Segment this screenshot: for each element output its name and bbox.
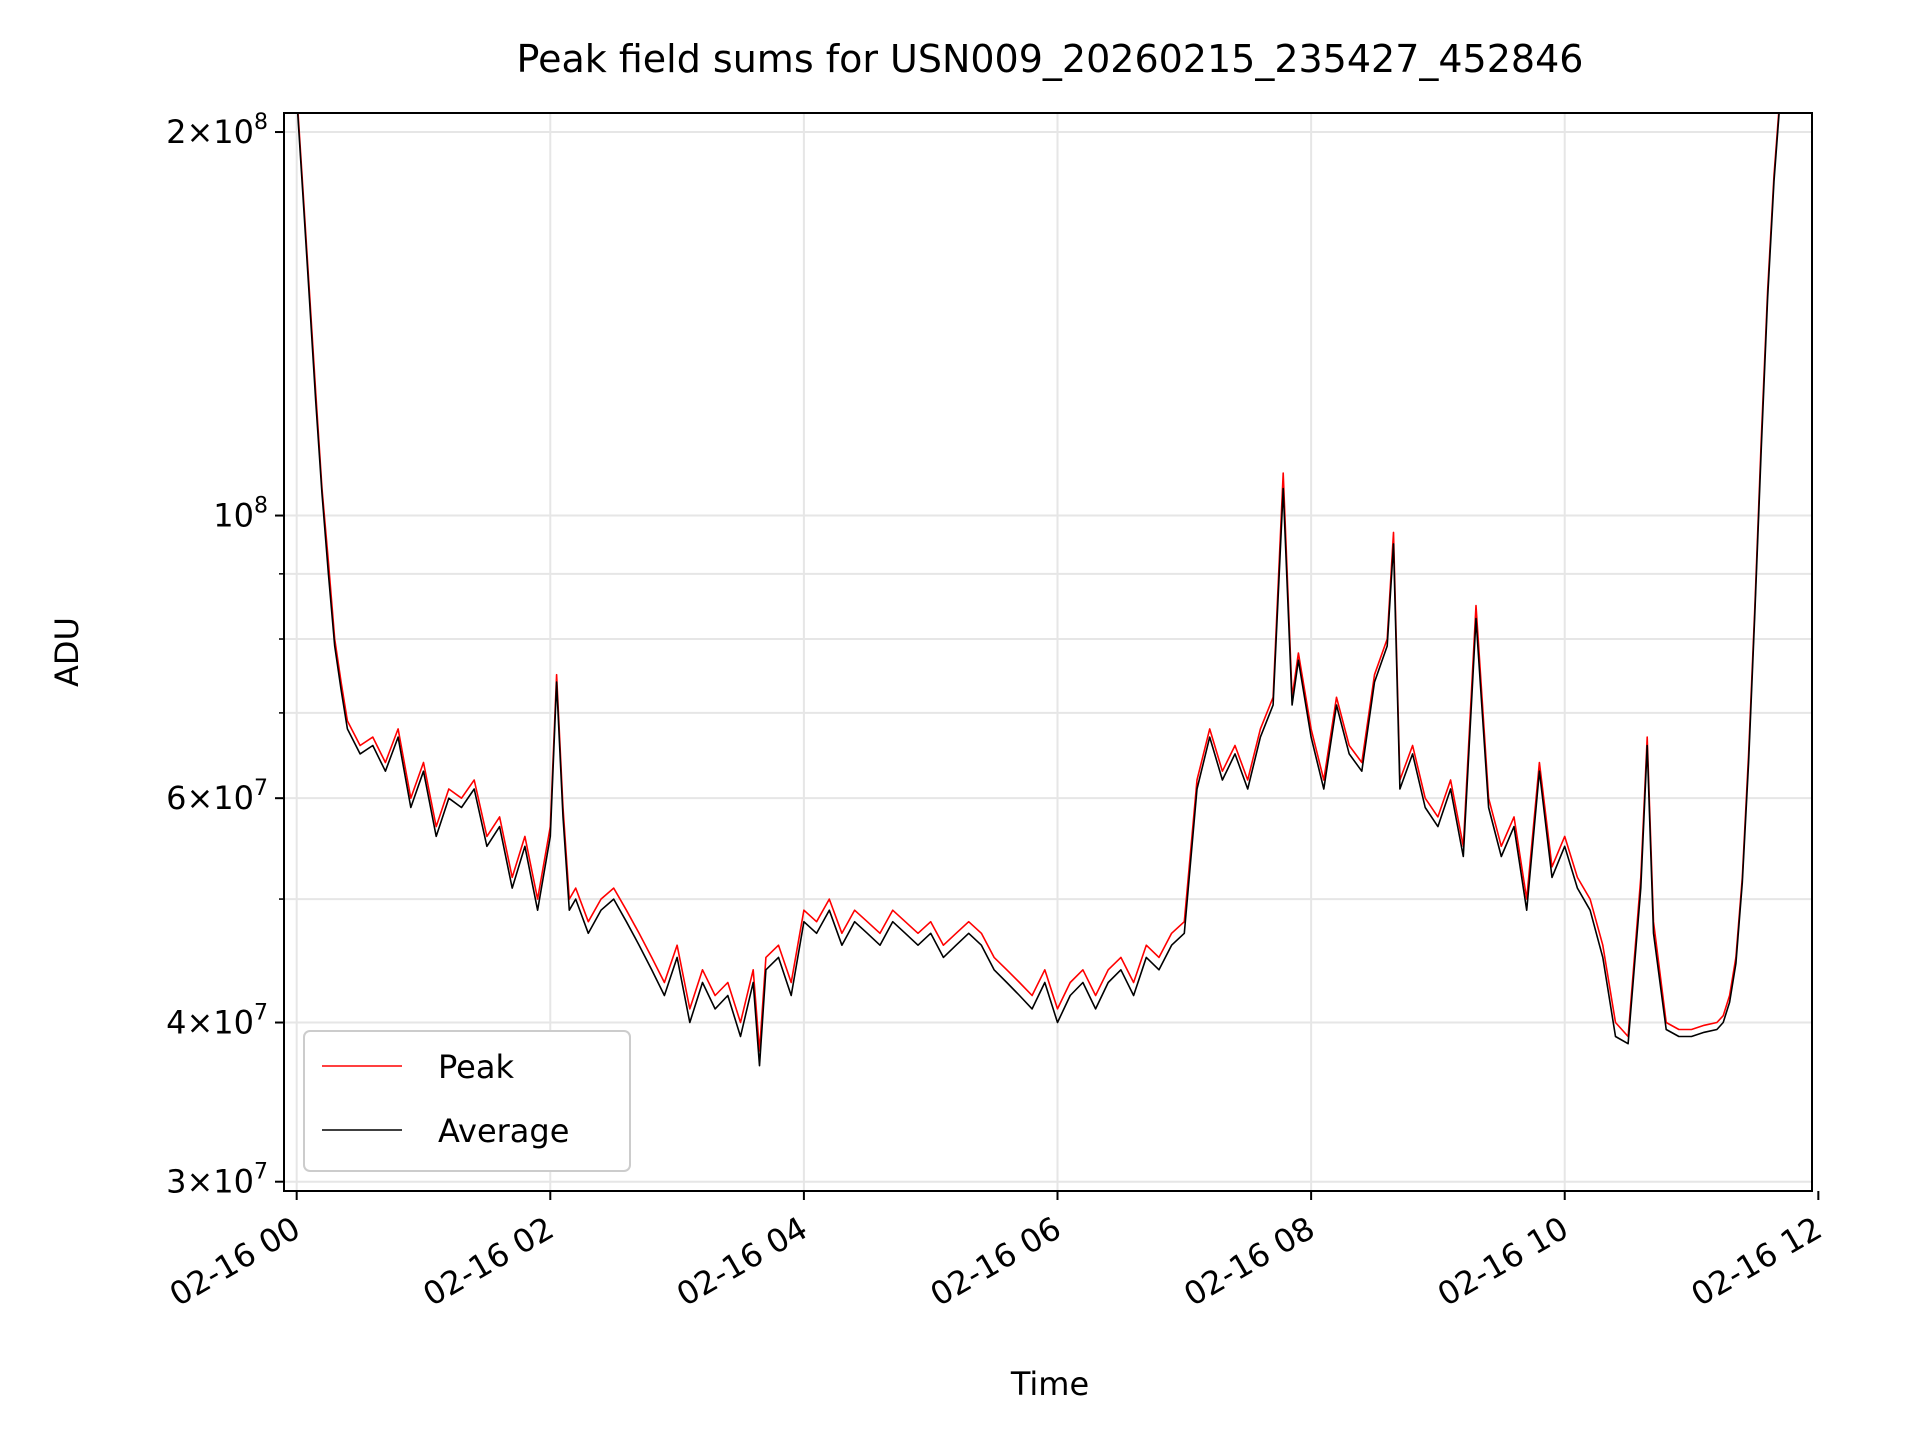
y-tick-label: 2×108 bbox=[166, 110, 268, 151]
chart-title: Peak field sums for USN009_20260215_2354… bbox=[517, 37, 1584, 81]
legend: Peak Average bbox=[303, 1030, 631, 1172]
y-tick-label: 108 bbox=[213, 494, 268, 535]
legend-label-average: Average bbox=[438, 1112, 569, 1150]
grid-layer bbox=[284, 113, 1812, 1191]
legend-label-peak: Peak bbox=[438, 1048, 514, 1086]
y-tick-label: 6×107 bbox=[166, 776, 268, 817]
x-axis-label: Time bbox=[1010, 1365, 1089, 1403]
y-tick-label: 4×107 bbox=[166, 1001, 268, 1042]
plot-frame bbox=[283, 112, 1813, 1192]
y-axis-label: ADU bbox=[48, 617, 86, 687]
series-line-average bbox=[296, 113, 1780, 1067]
series-layer bbox=[296, 113, 1780, 1067]
y-tick-label: 3×107 bbox=[166, 1160, 268, 1201]
series-line-peak bbox=[297, 113, 1780, 1052]
